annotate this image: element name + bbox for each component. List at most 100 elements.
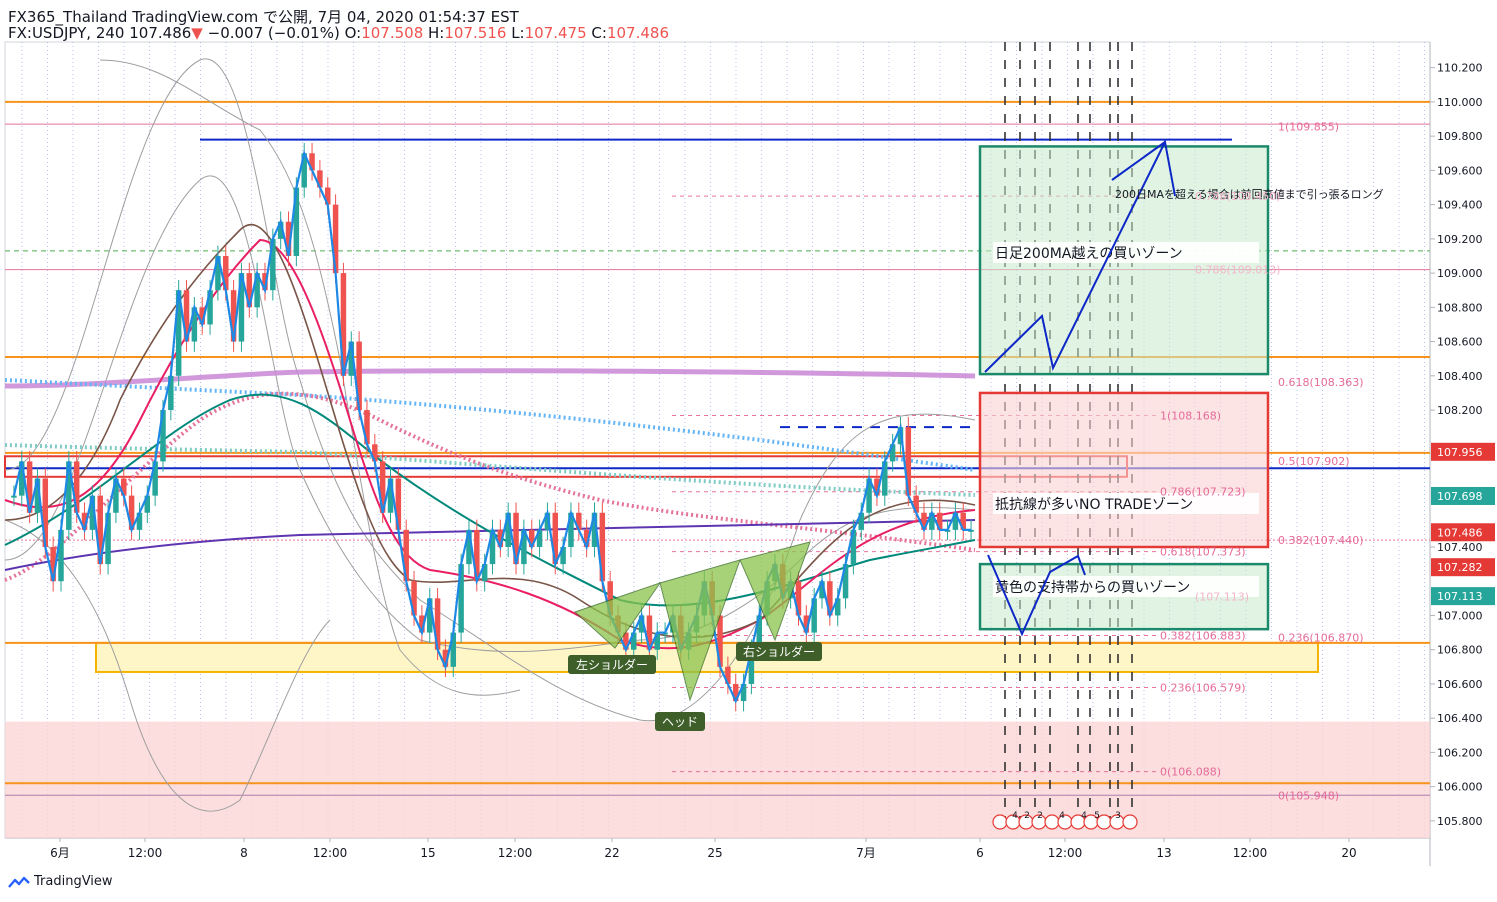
candle-body-101 [803, 615, 810, 633]
brand-name: TradingView [34, 874, 113, 889]
candle-body-116 [921, 512, 927, 530]
candle-body-106 [842, 564, 849, 599]
candle-body-18 [152, 461, 158, 496]
candle-body-24 [199, 307, 205, 325]
candle-body-49 [395, 478, 402, 530]
ma-200-daily [4, 368, 976, 389]
candle-body-93 [740, 683, 747, 702]
candle-body-71 [568, 512, 574, 547]
candle-body-72 [576, 512, 582, 530]
left-shoulder-triangle [574, 582, 662, 649]
candle-body-10 [89, 495, 96, 530]
fib-label-11: 0(106.088) [1160, 766, 1221, 779]
candle-body-57 [458, 564, 464, 633]
candle-body-42 [340, 273, 347, 376]
price-tag-bg-4 [1431, 587, 1495, 606]
candle-body-29 [238, 273, 245, 342]
x-tick-label-1: 12:00 [128, 846, 163, 860]
y-tick-label-18: 105.800 [1437, 815, 1483, 828]
candle-body-53 [426, 598, 433, 633]
y-tick-label-11: 107.400 [1437, 541, 1483, 554]
event-count-1: 2 [1024, 811, 1030, 821]
event-count-5: 5 [1094, 811, 1100, 821]
right-shoulder-label: 右ショルダー [743, 644, 815, 659]
candle-body-63 [505, 512, 511, 547]
faded-fib-label-0: 0.786(109.450) [1195, 190, 1281, 203]
candle-body-30 [246, 273, 253, 308]
x-tick-label-5: 12:00 [498, 846, 533, 860]
x-tick-label-2: 8 [240, 846, 248, 860]
candle-body-79 [630, 632, 637, 650]
candle-body-109 [866, 478, 872, 513]
candle-body-32 [262, 273, 268, 291]
y-tick-label-9: 108.400 [1437, 370, 1483, 383]
y-tick-label-12: 107.000 [1437, 609, 1483, 622]
x-tick-label-13: 20 [1341, 846, 1356, 860]
low-value: 107.475 [524, 24, 587, 42]
tradingview-logo-icon [8, 876, 30, 888]
candle-body-121 [960, 512, 966, 530]
left-shoulder-label: 左ショルダー [576, 657, 648, 672]
fib-label-2: 0.5(107.902) [1278, 455, 1350, 468]
down-arrow-icon: ▼ [191, 24, 203, 42]
candle-body-81 [646, 615, 653, 650]
candle-body-46 [372, 444, 378, 462]
price-tag-3: 107.282 [1437, 561, 1483, 574]
y-tick-label-17: 106.000 [1437, 781, 1483, 794]
candle-body-65 [521, 529, 527, 565]
event-count-3: 4 [1059, 811, 1065, 821]
y-tick-label-7: 108.800 [1437, 301, 1483, 314]
candle-body-114 [905, 427, 912, 496]
zone-label-1: 抵抗線が多いNO TRADEゾーン [995, 496, 1193, 513]
y-tick-label-4: 109.400 [1437, 199, 1483, 212]
candle-body-62 [497, 529, 504, 547]
candle-body-26 [215, 255, 221, 291]
candle-body-20 [168, 375, 174, 411]
ma-fast-blue [12, 149, 972, 704]
candle-body-39 [317, 170, 323, 188]
price-tag-1: 107.698 [1437, 490, 1483, 503]
head-triangle [659, 559, 741, 702]
candle-body-67 [536, 529, 543, 547]
candle-body-82 [654, 632, 661, 650]
candle-body-69 [552, 512, 559, 565]
y-tick-label-16: 106.200 [1437, 746, 1483, 759]
fib-label-8: 0.618(107.373) [1160, 546, 1246, 559]
candle-body-105 [834, 598, 841, 616]
candle-body-90 [717, 615, 723, 667]
candle-body-45 [364, 410, 370, 445]
candle-body-41 [332, 204, 339, 274]
x-tick-label-4: 15 [420, 846, 435, 860]
projection-path-lower [987, 554, 1086, 637]
candle-body-16 [136, 512, 143, 530]
high-value: 107.516 [444, 24, 507, 42]
change: −0.007 (−0.01%) [207, 24, 340, 42]
candle-body-37 [301, 153, 307, 188]
y-tick-label-5: 109.200 [1437, 233, 1483, 246]
candle-body-95 [756, 615, 762, 650]
high-label: H: [428, 24, 445, 42]
candle-body-68 [544, 512, 551, 530]
candle-body-27 [223, 255, 229, 291]
candle-body-1 [19, 461, 25, 496]
footer-brand[interactable]: TradingView [8, 874, 113, 889]
candle-body-52 [419, 615, 425, 633]
y-tick-label-14: 106.600 [1437, 678, 1483, 691]
candle-body-19 [160, 410, 166, 462]
candle-body-110 [874, 478, 880, 496]
candle-body-33 [270, 238, 276, 291]
open-label: O: [344, 24, 362, 42]
x-tick-label-3: 12:00 [313, 846, 348, 860]
event-badge-0 [992, 814, 1008, 830]
candle-body-75 [599, 512, 606, 582]
y-tick-label-13: 106.800 [1437, 644, 1483, 657]
candle-body-7 [66, 461, 72, 530]
candle-body-117 [929, 512, 935, 530]
candle-body-8 [73, 461, 80, 513]
y-tick-label-0: 110.200 [1437, 62, 1483, 75]
event-count-6: 3 [1115, 811, 1121, 821]
candle-body-40 [324, 187, 331, 205]
candle-body-70 [560, 546, 566, 565]
price-tag-4: 107.113 [1437, 590, 1483, 603]
